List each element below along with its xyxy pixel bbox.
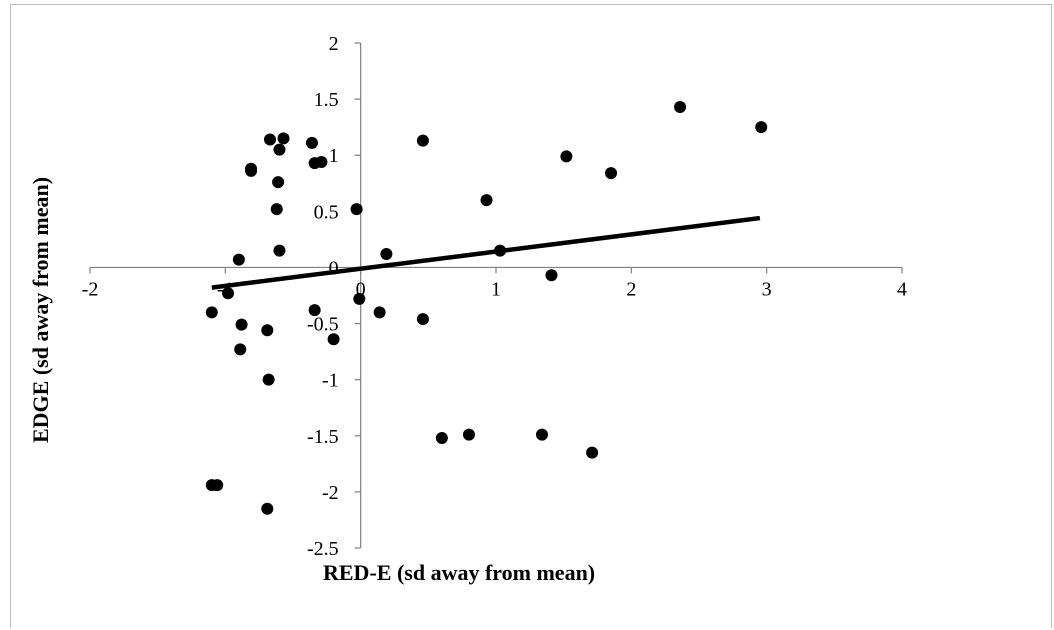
data-point	[435, 432, 448, 445]
data-point	[277, 132, 290, 145]
y-axis-title: EDGE (sd away from mean)	[28, 177, 53, 443]
x-tick-label: 4	[897, 278, 907, 300]
data-point	[211, 479, 224, 492]
y-tick-label: -0.5	[307, 314, 339, 336]
x-tick-label: 3	[762, 278, 772, 300]
data-point	[327, 333, 340, 346]
tick-labels: -2-101234-2.5-2-1.5-1-0.500.511.52	[82, 33, 907, 560]
data-point	[261, 324, 274, 337]
data-points	[205, 100, 768, 515]
y-tick-label: -1.5	[307, 426, 339, 448]
x-tick-label: 2	[626, 278, 636, 300]
y-tick-label: 0	[329, 257, 339, 279]
data-point	[373, 306, 386, 319]
data-point	[222, 287, 235, 300]
data-point	[305, 136, 318, 149]
data-point	[416, 313, 429, 326]
data-point	[245, 164, 258, 177]
data-point	[674, 100, 687, 113]
x-axis-title: RED-E (sd away from mean)	[323, 560, 595, 585]
data-point	[261, 502, 274, 515]
data-point	[273, 244, 286, 257]
data-point	[270, 203, 283, 216]
y-tick-label: -2.5	[307, 538, 339, 560]
data-point	[586, 446, 599, 459]
data-point	[235, 318, 248, 331]
y-tick-label: 1.5	[314, 89, 339, 111]
data-point	[205, 306, 218, 319]
data-point	[262, 373, 275, 386]
data-point	[462, 428, 475, 441]
data-point	[353, 292, 366, 305]
data-point	[308, 304, 321, 317]
chart-frame	[10, 4, 1052, 628]
data-point	[755, 121, 768, 134]
data-point	[263, 133, 276, 146]
y-tick-label: 2	[329, 33, 339, 55]
x-tick-label: 1	[491, 278, 501, 300]
y-tick-label: 0.5	[314, 201, 339, 223]
data-point	[605, 167, 618, 180]
trendline-group	[211, 215, 761, 290]
data-point	[232, 253, 245, 266]
x-tick-label: 0	[356, 278, 366, 300]
y-tick-label: -1	[322, 370, 339, 392]
trendline	[211, 215, 761, 290]
data-point	[350, 203, 363, 216]
data-point	[380, 247, 393, 260]
data-point	[560, 150, 573, 163]
data-point	[480, 194, 493, 207]
data-point	[545, 269, 558, 282]
data-point	[272, 176, 285, 189]
data-point	[315, 155, 328, 168]
y-tick-label: -2	[322, 482, 339, 504]
x-tick-label: -2	[82, 278, 99, 300]
data-point	[416, 134, 429, 147]
data-point	[536, 428, 549, 441]
data-point	[273, 143, 286, 156]
data-point	[234, 343, 247, 356]
y-tick-label: 1	[329, 145, 339, 167]
